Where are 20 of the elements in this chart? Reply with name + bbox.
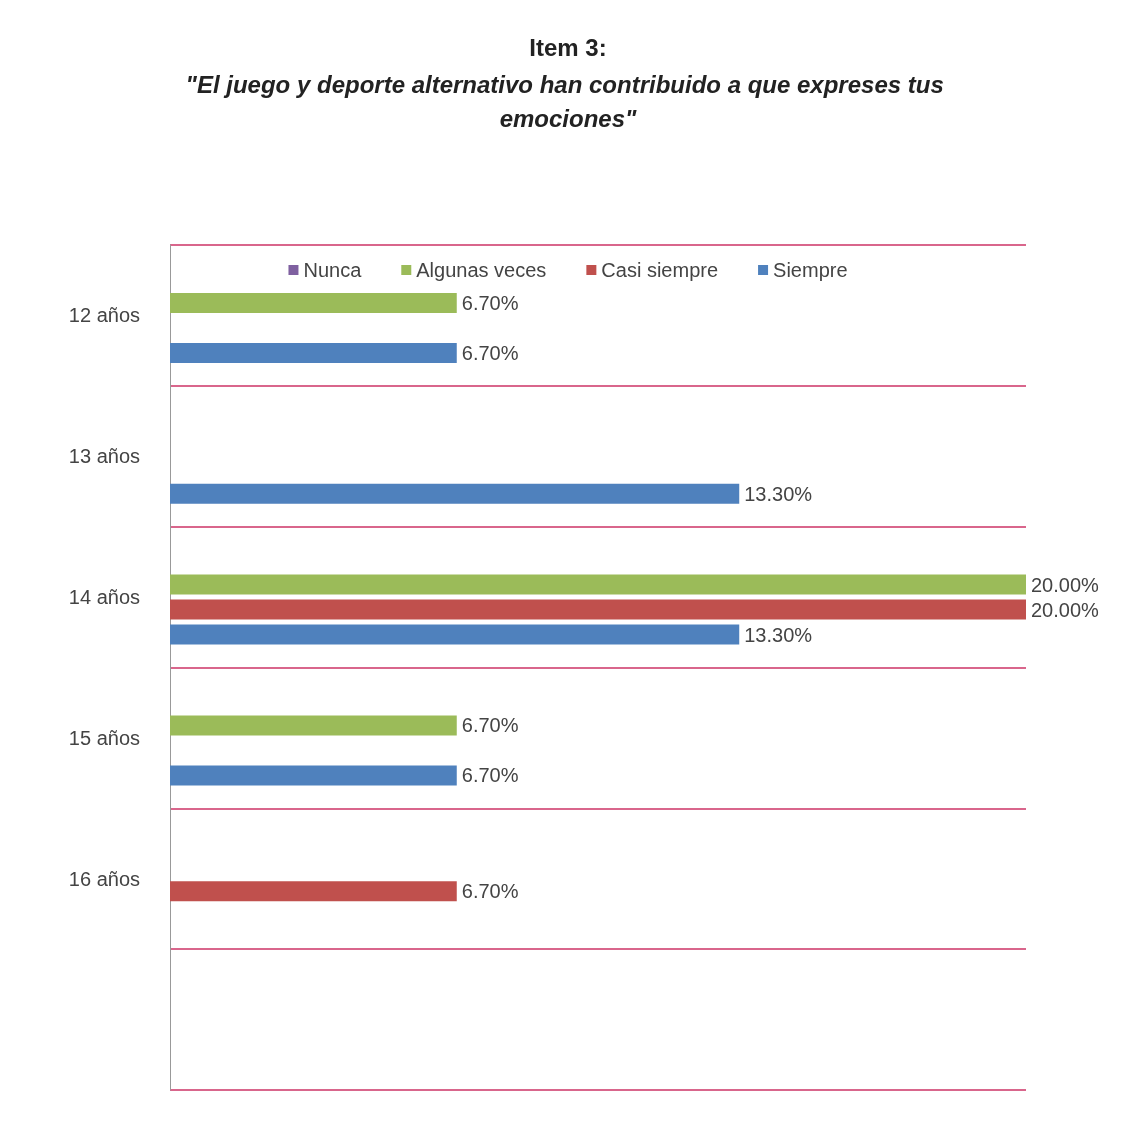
y-tick-label: 12 años: [68, 304, 140, 327]
legend-label: Casi siempre: [601, 259, 719, 281]
legend-label: Algunas veces: [416, 259, 547, 281]
data-label: 6.70%: [461, 341, 519, 364]
legend-label: Nunca: [303, 259, 363, 281]
y-tick-label: 15 años: [68, 726, 140, 749]
chart-subtitle: "El juego y deporte alternativo han contribuido a que expreses tus emociones": [185, 70, 951, 132]
data-label: 13.30%: [744, 623, 813, 646]
chart-title: Item 3:: [529, 33, 607, 61]
data-label: 20.00%: [1031, 573, 1100, 596]
data-label: 13.30%: [744, 482, 813, 505]
data-label: 6.70%: [461, 880, 519, 903]
y-tick-label: 14 años: [68, 586, 140, 609]
legend-label: Siempre: [773, 259, 848, 281]
data-label: 6.70%: [461, 714, 519, 737]
data-label: 6.70%: [461, 764, 519, 787]
y-tick-label: 13 años: [68, 445, 140, 468]
y-tick-label: 16 años: [68, 867, 140, 890]
data-label: 20.00%: [1031, 598, 1100, 621]
data-label: 6.70%: [461, 291, 519, 314]
